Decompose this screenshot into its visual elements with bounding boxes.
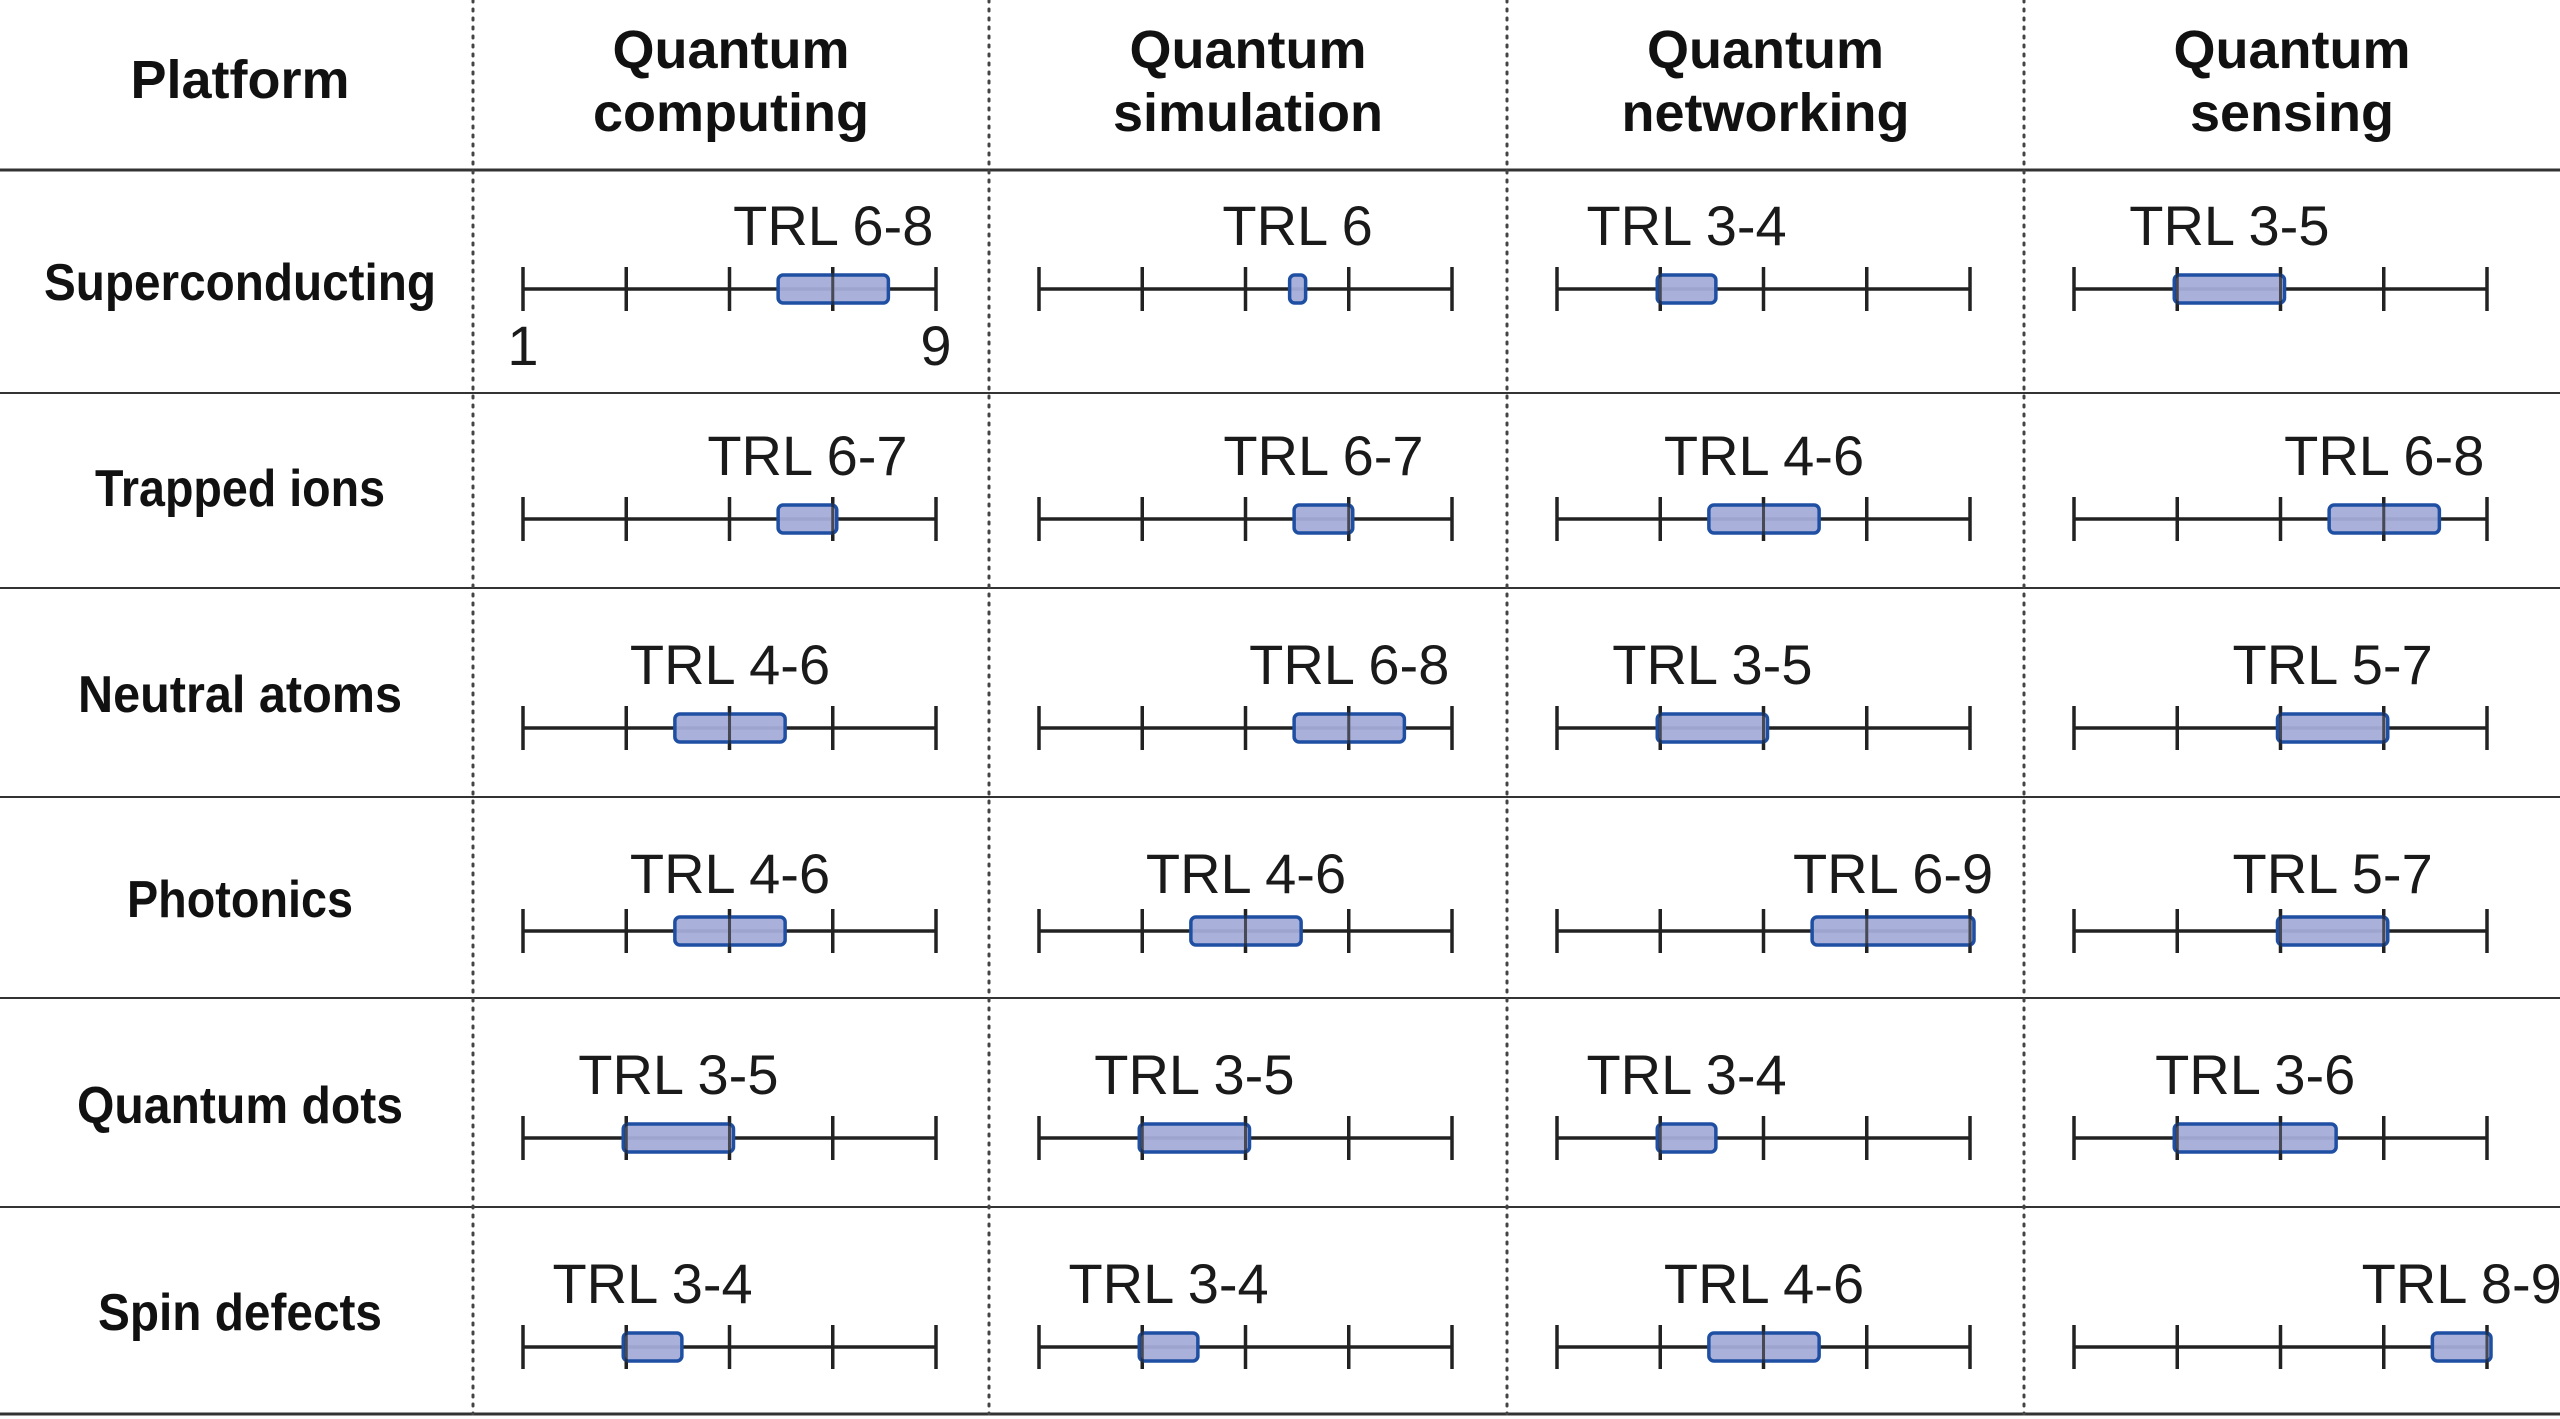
trl-range-bar	[2275, 712, 2390, 744]
trl-label: TRL 3-5	[2129, 194, 2329, 257]
column-header-line2: sensing	[2190, 83, 2394, 143]
trl-range-bar	[621, 1331, 684, 1363]
trl-range-bar	[1137, 1331, 1200, 1363]
trl-label: TRL 4-6	[1664, 424, 1864, 487]
trl-label: TRL 3-4	[1586, 1043, 1786, 1106]
scale-max-label: 9	[920, 314, 951, 377]
trl-label: TRL 3-5	[1612, 633, 1812, 696]
trl-range-bar	[1655, 273, 1718, 305]
trl-range-bar	[1655, 1122, 1718, 1154]
trl-label: TRL 3-5	[1094, 1043, 1294, 1106]
trl-range-bar	[1287, 273, 1308, 305]
column-header-line1: Quantum	[613, 20, 850, 80]
trl-range-bar	[1292, 503, 1355, 535]
trl-range-bar	[2172, 273, 2287, 305]
trl-label: TRL 6	[1222, 194, 1372, 257]
trl-label: TRL 6-7	[707, 424, 907, 487]
trl-range-bar	[1655, 712, 1770, 744]
trl-label: TRL 3-4	[552, 1252, 752, 1315]
column-header-line2: computing	[593, 83, 869, 143]
column-header-line2: simulation	[1113, 83, 1383, 143]
trl-range-bar	[621, 1122, 736, 1154]
trl-label: TRL 3-4	[1586, 194, 1786, 257]
platform-label: Photonics	[127, 871, 353, 929]
trl-range-bar	[776, 503, 839, 535]
scale-min-label: 1	[507, 314, 538, 377]
trl-label: TRL 3-6	[2155, 1043, 2355, 1106]
trl-label: TRL 6-8	[2284, 424, 2484, 487]
trl-label: TRL 6-8	[1249, 633, 1449, 696]
trl-label: TRL 4-6	[630, 633, 830, 696]
column-header-line1: Quantum	[1130, 20, 1367, 80]
trl-label: TRL 3-5	[578, 1043, 778, 1106]
trl-label: TRL 4-6	[1664, 1252, 1864, 1315]
platform-label: Spin defects	[98, 1284, 382, 1342]
column-header-line2: networking	[1621, 83, 1909, 143]
trl-label: TRL 4-6	[630, 842, 830, 905]
trl-label: TRL 4-6	[1146, 842, 1346, 905]
platform-label: Superconducting	[44, 254, 436, 312]
trl-label: TRL 6-7	[1223, 424, 1423, 487]
platform-label: Quantum dots	[77, 1077, 403, 1135]
trl-range-bar	[1810, 915, 1976, 947]
platform-label: Neutral atoms	[78, 666, 402, 724]
trl-range-bar	[2172, 1122, 2338, 1154]
trl-label: TRL 3-4	[1068, 1252, 1268, 1315]
platform-label: Trapped ions	[95, 460, 385, 518]
trl-label: TRL 6-8	[733, 194, 933, 257]
column-header-line1: Quantum	[2174, 20, 2411, 80]
corner-header: Platform	[130, 50, 349, 110]
trl-label: TRL 6-9	[1793, 842, 1993, 905]
trl-label: TRL 5-7	[2233, 633, 2433, 696]
trl-range-bar	[1137, 1122, 1252, 1154]
column-header-line1: Quantum	[1647, 20, 1884, 80]
trl-label: TRL 5-7	[2233, 842, 2433, 905]
trl-range-bar	[2275, 915, 2390, 947]
trl-range-bar	[2430, 1331, 2493, 1363]
trl-label: TRL 8-9	[2362, 1252, 2560, 1315]
